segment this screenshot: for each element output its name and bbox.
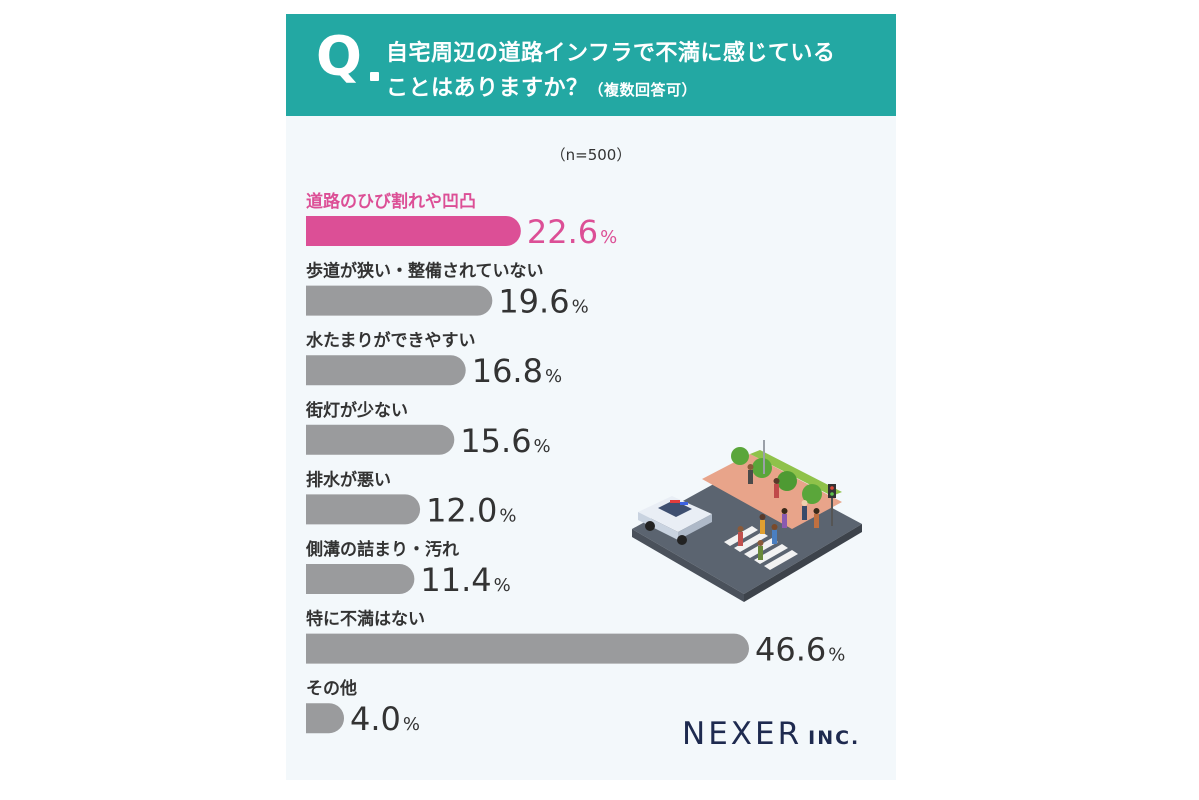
category-label: 特に不満はない (306, 609, 425, 630)
street-crosswalk-illustration (632, 440, 862, 602)
unit-label: % (403, 714, 420, 735)
category-label: 水たまりができやすい (306, 330, 476, 351)
value-label: 12.0 (426, 491, 497, 529)
tree-icons (731, 447, 822, 504)
value-label: 16.8 (472, 352, 543, 390)
value-label: 11.4 (420, 561, 491, 599)
category-label: 歩道が狭い・整備されていない (306, 261, 544, 282)
bar (306, 424, 455, 455)
question-text-line1: 自宅周辺の道路インフラで不満に感じている (386, 41, 836, 66)
unit-label: % (545, 366, 562, 387)
value-label: 15.6 (460, 422, 531, 460)
pedestrian-icons (737, 464, 820, 560)
logo-suffix: INC. (808, 727, 861, 749)
bar (306, 564, 415, 594)
survey-card: Q 自宅周辺の道路インフラで不満に感じている ことはありますか？（複数回答可） … (286, 14, 896, 780)
category-label: 街灯が少ない (305, 400, 408, 421)
unit-label: % (572, 297, 589, 318)
question-text-line2-main: ことはありますか？ (386, 76, 589, 101)
question-text-line2: ことはありますか？（複数回答可） (386, 70, 697, 102)
nexer-logo: NEXER INC. (682, 716, 860, 752)
bar (306, 703, 345, 734)
question-letter: Q (316, 25, 362, 88)
category-label: 側溝の詰まり・汚れ (305, 539, 459, 560)
unit-label: % (600, 227, 617, 248)
value-label: 46.6 (755, 631, 826, 669)
unit-label: % (534, 436, 551, 457)
category-label: その他 (306, 678, 357, 699)
category-label: 排水が悪い (306, 469, 391, 490)
sample-size-label: （n=500） (550, 146, 632, 164)
logo-wordmark: NEXER (682, 716, 803, 752)
unit-label: % (499, 505, 516, 526)
bar (306, 494, 421, 525)
value-label: 22.6 (527, 213, 598, 251)
question-header: Q 自宅周辺の道路インフラで不満に感じている ことはありますか？（複数回答可） (286, 14, 896, 116)
question-note: （複数回答可） (588, 81, 698, 99)
value-label: 4.0 (350, 700, 401, 738)
bar (306, 633, 749, 664)
unit-label: % (494, 575, 511, 596)
question-dot (370, 72, 379, 81)
category-label: 道路のひび割れや凹凸 (306, 191, 476, 212)
value-label: 19.6 (498, 283, 569, 321)
bar (306, 285, 493, 316)
unit-label: % (828, 645, 845, 666)
bar (306, 216, 521, 246)
bar (306, 355, 466, 386)
police-car-icon (638, 496, 712, 545)
